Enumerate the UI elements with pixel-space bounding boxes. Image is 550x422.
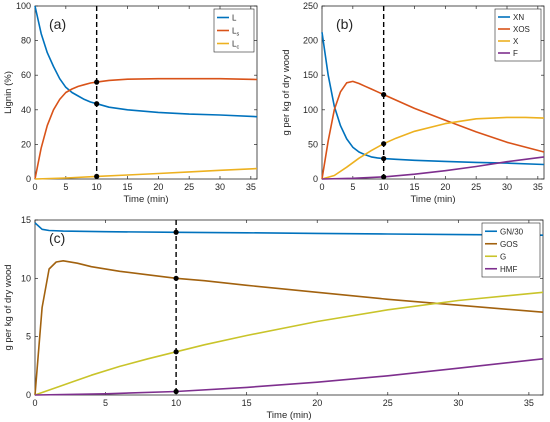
panel-b-series-line-2 [321, 80, 545, 180]
panel-a-legend-entry-subscript: s [236, 32, 239, 38]
panel-c-x-tick-label: 15 [242, 398, 252, 408]
panel-a-series-line-2 [34, 77, 258, 180]
panel-b-y-tick-label: 250 [303, 1, 318, 11]
panel-a-x-tick-label: 20 [153, 182, 163, 192]
panel-b-y-tick-label: 150 [303, 70, 318, 80]
panel-b-legend-entry: X [513, 37, 519, 46]
panel-c-x-tick-label: 30 [453, 398, 463, 408]
panel-b-x-tick-label: 25 [471, 182, 481, 192]
panel-c-x-axis-label: Time (min) [266, 410, 311, 421]
panel-b-series-line-1 [321, 32, 545, 166]
panel-b-x-axis-label: Time (min) [410, 194, 455, 205]
panel-b-x-tick-label: 10 [379, 182, 389, 192]
panel-c-marker-point [173, 275, 179, 281]
panel-a-marker-point [94, 79, 100, 85]
panel-b-y-tick-label: 200 [303, 36, 318, 46]
panel-a: 0 5 10 15 20 25 30 35 0 20 40 60 80 100 Time (min) Lign… [3, 1, 258, 205]
panel-a-y-tick-label: 80 [21, 36, 31, 46]
panel-c-y-tick-label: 5 [26, 332, 31, 342]
panel-b-legend-entry: XOS [513, 25, 530, 34]
panel-b-marker-point [381, 174, 387, 180]
panel-a-legend-entry-subscript: c [236, 45, 239, 51]
panel-c-marker-point [173, 229, 179, 235]
panel-c-y-axis-label: g per kg of dry wood [3, 264, 14, 350]
panel-b-panel-label: (b) [336, 16, 353, 32]
panel-c: 0 5 10 15 20 25 30 35 0 5 10 15 Time (min) g per kg o… [3, 215, 544, 421]
panel-b-marker-point [381, 141, 387, 147]
panel-c-panel-label: (c) [49, 230, 65, 246]
panel-a-series-line-3 [34, 167, 258, 180]
panel-a-y-tick-label: 40 [21, 105, 31, 115]
panel-a-legend-entry: L [232, 14, 237, 23]
panel-c-x-tick-label: 10 [171, 398, 181, 408]
panel-c-x-tick-label: 5 [103, 398, 108, 408]
panel-a-x-tick-label: 35 [246, 182, 256, 192]
panel-a-y-axis-label: Lignin (%) [3, 71, 14, 114]
panel-b-legend-entry: XN [513, 13, 524, 22]
panel-b-x-tick-label: 30 [502, 182, 512, 192]
panel-b-marker-point [381, 91, 387, 98]
panel-b-legend-entry: F [513, 49, 518, 58]
panel-b-x-tick-label: 15 [409, 182, 419, 192]
panel-b-series-line-3 [321, 116, 545, 180]
panel-b-x-tick-label: 20 [440, 182, 450, 192]
panel-c-y-tick-label: 0 [26, 390, 31, 400]
panel-a-series-line-1 [34, 5, 258, 118]
panel-a-x-tick-label: 10 [92, 182, 102, 192]
panel-b-y-tick-label: 50 [308, 139, 318, 149]
panel-a-marker-point [94, 101, 100, 107]
panel-a-panel-label: (a) [49, 16, 66, 32]
panel-b-x-tick-label: 0 [319, 182, 324, 192]
panel-a-legend-entry: Ls [232, 27, 239, 38]
panel-c-legend-entry: G [500, 252, 506, 261]
panel-b-marker-point [381, 155, 387, 162]
panel-c-legend-entry: GN/30 [500, 227, 524, 236]
panel-b-y-tick-label: 100 [303, 105, 318, 115]
panel-c-series-line-4 [34, 358, 544, 396]
panel-b-series-line-4 [321, 156, 545, 180]
panel-a-x-tick-label: 5 [63, 182, 68, 192]
panel-c-x-tick-label: 35 [524, 398, 534, 408]
panel-c-y-tick-label: 15 [21, 215, 31, 225]
panel-a-x-tick-label: 25 [184, 182, 194, 192]
panel-c-legend-entry: GOS [500, 240, 518, 249]
panel-c-y-tick-label: 10 [21, 273, 31, 283]
panel-a-x-tick-label: 30 [215, 182, 225, 192]
panel-b-y-axis-label: g per kg of dry wood [281, 49, 292, 135]
panel-c-x-tick-label: 25 [383, 398, 393, 408]
panel-c-marker-point [173, 388, 179, 395]
panel-a-x-axis-label: Time (min) [123, 194, 168, 205]
panel-a-legend-entry: Lc [232, 40, 239, 51]
panel-a-x-tick-label: 15 [122, 182, 132, 192]
panel-c-x-tick-label: 20 [312, 398, 322, 408]
panel-b: 0 5 10 15 20 25 30 35 0 50 100 150 200 250 Time (min) g… [281, 1, 545, 205]
panel-b-x-tick-label: 35 [533, 182, 543, 192]
panel-c-series-line-2 [34, 259, 544, 396]
panel-a-y-tick-label: 100 [16, 1, 31, 11]
panel-a-y-tick-label: 60 [21, 70, 31, 80]
panel-a-marker-point [94, 173, 100, 180]
panel-c-series-line-3 [34, 291, 544, 396]
panel-a-y-tick-label: 0 [26, 174, 31, 184]
panel-c-marker-point [173, 349, 179, 355]
panel-b-y-tick-label: 0 [313, 174, 318, 184]
panel-a-x-tick-label: 0 [32, 182, 37, 192]
panel-c-legend-entry: HMF [500, 265, 517, 274]
panel-a-y-tick-label: 20 [21, 139, 31, 149]
panel-b-x-tick-label: 5 [350, 182, 355, 192]
panel-c-x-tick-label: 0 [32, 398, 37, 408]
